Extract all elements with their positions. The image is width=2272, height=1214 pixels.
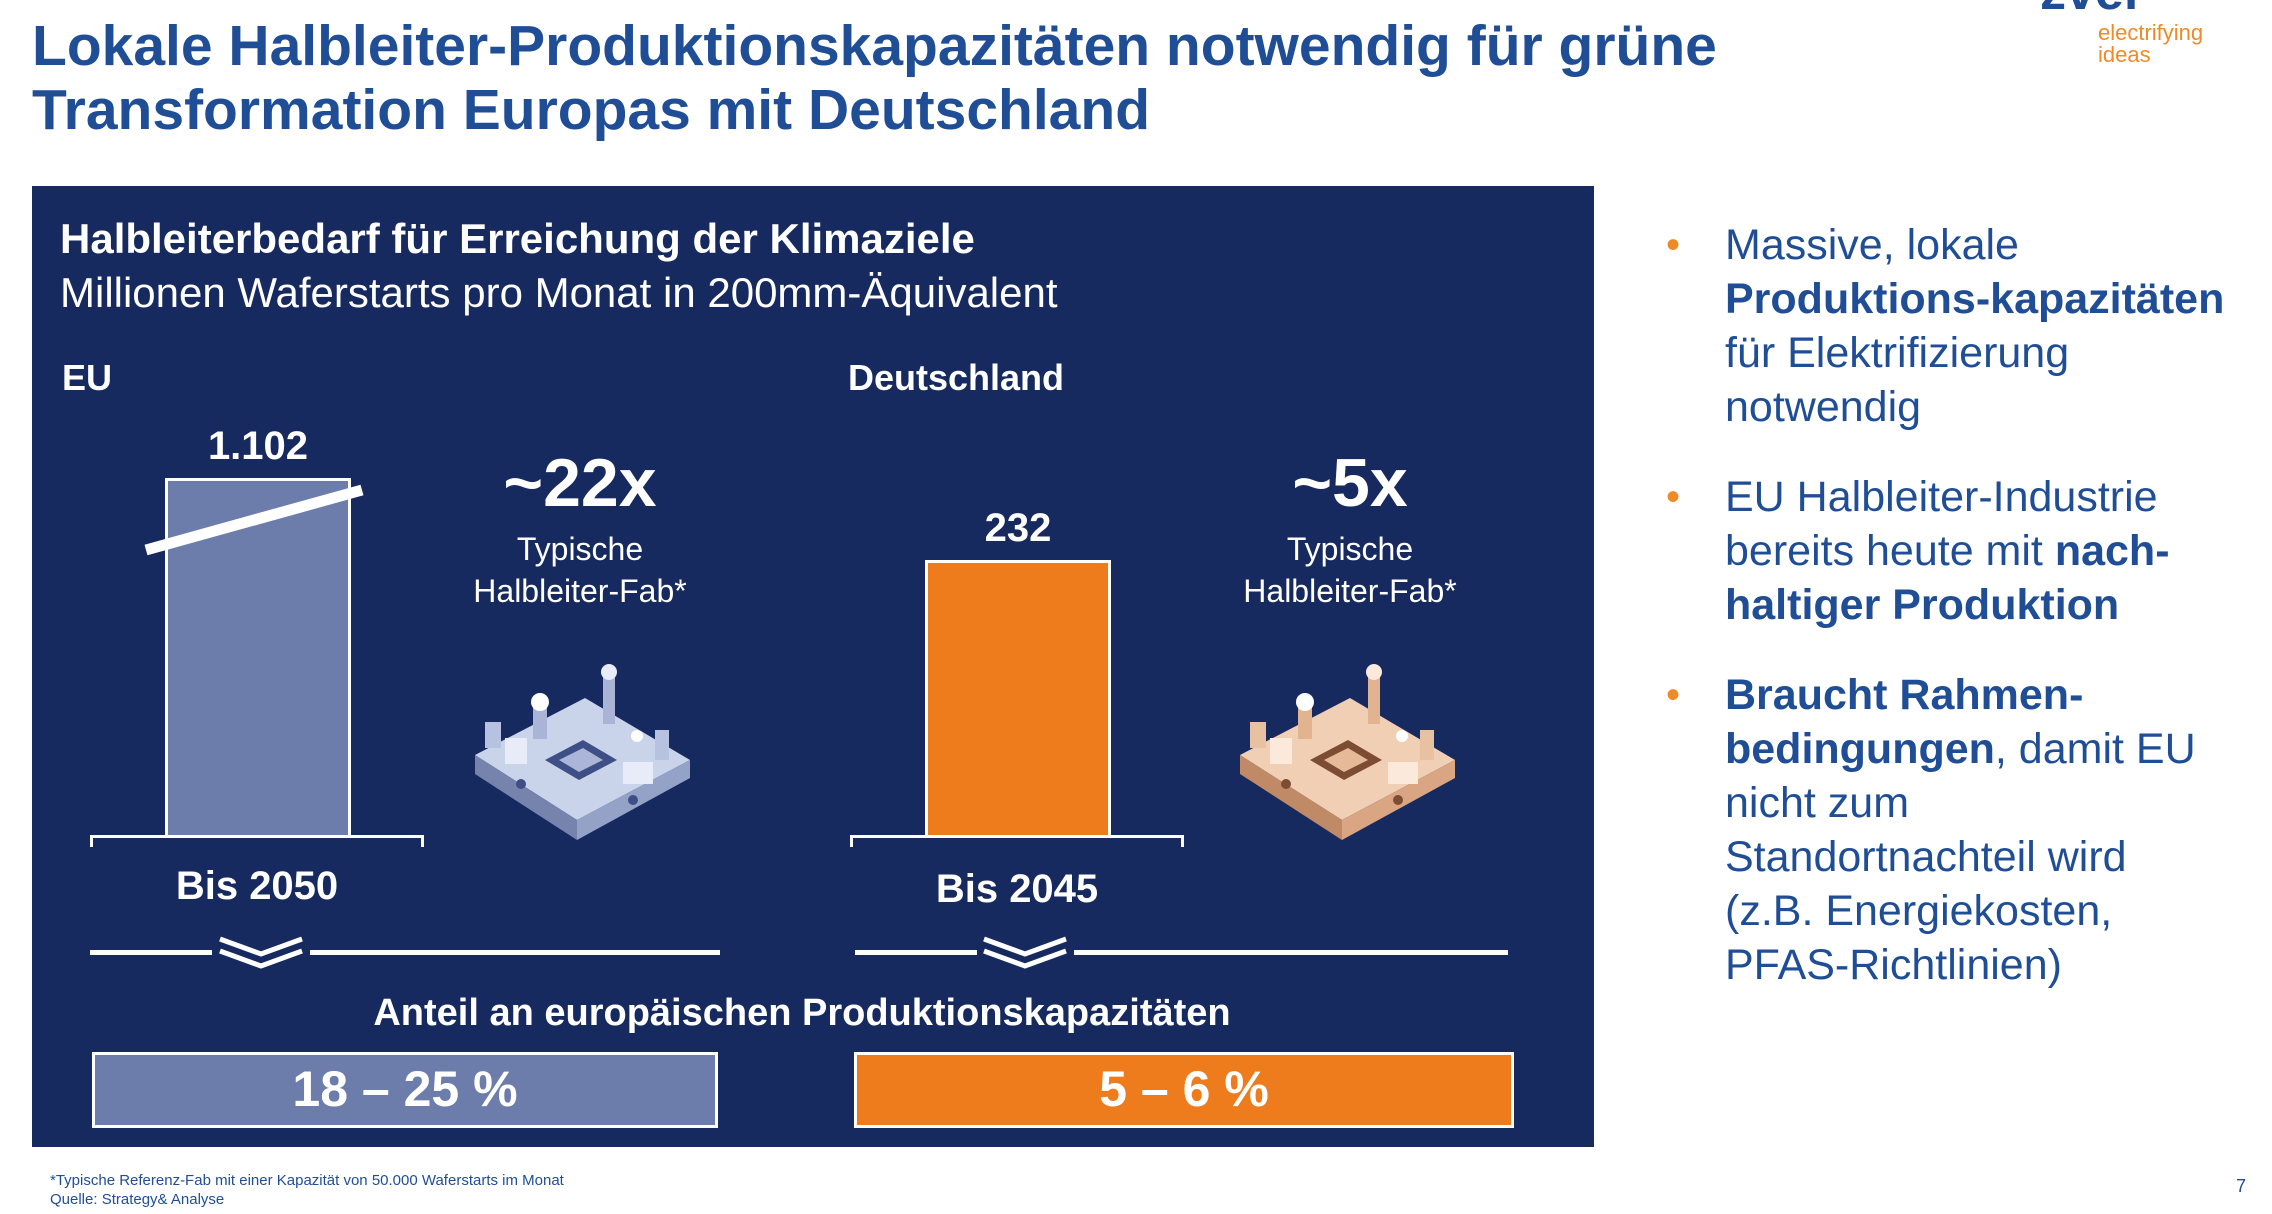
separator-line	[90, 950, 212, 955]
separator-line	[310, 950, 720, 955]
bar-de	[925, 559, 1111, 838]
logo-tagline-2: ideas	[2098, 42, 2151, 67]
period-label-eu: Bis 2050	[175, 864, 339, 908]
double-chevron-down-icon	[983, 936, 1067, 969]
axis-bracket-eu	[90, 835, 424, 847]
separator-line	[855, 950, 977, 955]
bullet-item: • Massive, lokale Produktions-kapazitäte…	[1666, 218, 2226, 434]
title-line-1: Lokale Halbleiter-Produktionskapazitäten…	[32, 14, 1717, 78]
logo-wordmark: zvei	[2040, 0, 2138, 18]
source-note: Quelle: Strategy& Analyse	[50, 1191, 225, 1208]
page-title: Lokale Halbleiter-Produktionskapazitäten…	[32, 14, 1932, 142]
chart-subtitle: Millionen Waferstarts pro Monat in 200mm…	[60, 269, 1058, 316]
page-number: 7	[2236, 1176, 2247, 1196]
separator-line	[1074, 950, 1508, 955]
multiple-eu: ~22x	[503, 445, 657, 521]
bullet-text: , damit EU nicht zum Standortnachteil wi…	[1725, 725, 2196, 989]
chart-title: Halbleiterbedarf für Erreichung der Klim…	[60, 215, 975, 262]
circuit-board-icon	[475, 664, 690, 840]
bullet-bold-text: Braucht Rahmen-bedingungen	[1725, 671, 2084, 773]
region-label-eu: EU	[62, 357, 113, 398]
bullet-list: • Massive, lokale Produktions-kapazitäte…	[1666, 218, 2226, 1028]
bullet-text: EU Halbleiter-Industrie bereits heute mi…	[1725, 473, 2158, 575]
circuit-board-icon	[1240, 664, 1455, 840]
footnote: *Typische Referenz-Fab mit einer Kapazit…	[50, 1172, 564, 1189]
bullet-item: • EU Halbleiter-Industrie bereits heute …	[1666, 470, 2226, 632]
fab-label-de: Typische Halbleiter-Fab*	[1243, 531, 1457, 609]
bullet-dot-icon: •	[1666, 223, 1681, 267]
share-box-de: 5 – 6 %	[854, 1052, 1514, 1128]
axis-bracket-de	[850, 835, 1184, 847]
value-label-eu: 1.102	[207, 424, 309, 468]
region-label-de: Deutschland	[848, 357, 1065, 398]
bullet-bold-text: nach-haltiger Produktion	[1725, 527, 2170, 629]
bullet-dot-icon: •	[1666, 475, 1681, 519]
logo-tagline-1: electrifying	[2098, 20, 2204, 45]
value-label-de: 232	[984, 505, 1052, 550]
multiple-de: ~5x	[1292, 445, 1408, 521]
double-chevron-down-icon	[219, 936, 303, 969]
bullet-text: Massive, lokale	[1725, 221, 2019, 269]
bullet-dot-icon: •	[1666, 673, 1681, 717]
fab-label-eu: Typische Halbleiter-Fab*	[473, 531, 687, 609]
bullet-item: • Braucht Rahmen-bedingungen, damit EU n…	[1666, 668, 2226, 992]
period-label-de: Bis 2045	[935, 867, 1099, 911]
bullet-text: für Elektrifizierung notwendig	[1725, 329, 2070, 431]
title-line-2: Transformation Europas mit Deutschland	[32, 78, 1151, 142]
bullet-bold-text: Produktions-kapazitäten	[1725, 275, 2225, 323]
share-box-eu: 18 – 25 %	[92, 1052, 718, 1128]
share-heading: Anteil an europäischen Produktionskapazi…	[373, 992, 1231, 1034]
axis-break-mark	[144, 484, 364, 556]
